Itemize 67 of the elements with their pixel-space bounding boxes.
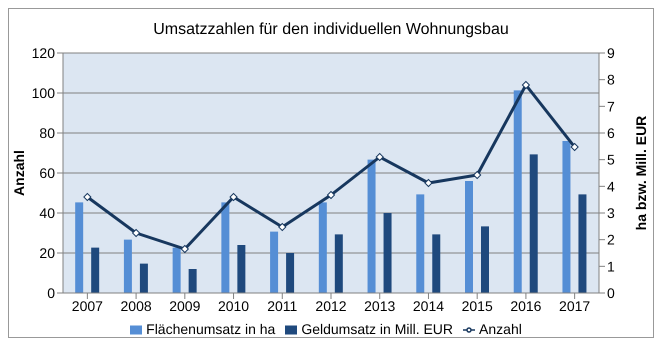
bar: [465, 181, 473, 293]
bar: [172, 248, 181, 293]
y-tick-label: 60: [39, 164, 56, 181]
y-tick-label: 100: [32, 84, 56, 101]
x-tick-label: 2011: [267, 298, 298, 314]
x-tick-label: 2007: [72, 298, 104, 314]
x-tick-label: 2010: [218, 298, 250, 314]
y2-tick-label: 4: [607, 178, 615, 194]
x-tick-label: 2017: [559, 298, 590, 314]
y2-tick-label: 8: [607, 72, 615, 88]
bar: [221, 202, 230, 293]
x-tick-label: 2009: [169, 298, 201, 314]
y-tick-label: 20: [39, 244, 56, 261]
x-tick-label: 2013: [364, 298, 396, 314]
y2-tick-label: 0: [607, 284, 615, 301]
bar: [91, 248, 100, 293]
bar: [530, 154, 538, 293]
y-tick-label: 40: [39, 204, 56, 221]
point: [327, 191, 335, 199]
x-tick-label: 2012: [315, 298, 347, 314]
bar: [514, 90, 522, 293]
x-tick-label: 2014: [412, 298, 444, 314]
y-tick-label: 0: [47, 284, 56, 301]
bar: [318, 202, 327, 293]
y2-tick-label: 1: [607, 258, 615, 274]
point: [473, 171, 482, 179]
point: [522, 81, 530, 89]
y2-axis-title: ha bzw. Mill. EUR: [632, 116, 649, 230]
legend-label: Flächenumsatz in ha: [146, 321, 276, 337]
legend-label: Anzahl: [479, 321, 522, 337]
x-tick-label: 2008: [120, 298, 152, 314]
y-axis-title: Anzahl: [10, 150, 27, 196]
point: [83, 193, 92, 201]
y-tick-label: 120: [32, 44, 56, 61]
chart-title: Umsatzzahlen für den individuellen Wohnungsbau: [153, 21, 509, 38]
y-tick-label: 80: [39, 124, 56, 141]
bar: [481, 226, 489, 293]
y2-tick-label: 9: [607, 44, 615, 61]
bar: [384, 213, 392, 293]
bar: [562, 141, 570, 293]
point: [278, 223, 286, 231]
point: [230, 193, 238, 201]
legend-label: Geldumsatz in Mill. EUR: [301, 321, 454, 337]
x-tick-label: 2016: [510, 298, 542, 314]
bar: [368, 160, 376, 293]
y2-tick-label: 3: [607, 204, 615, 221]
bar: [334, 234, 343, 293]
bar: [578, 194, 586, 293]
y2-tick-label: 6: [607, 124, 615, 141]
bar: [124, 240, 132, 293]
y2-tick-label: 7: [607, 98, 615, 114]
y2-tick-label: 2: [607, 232, 615, 248]
bar: [286, 253, 294, 293]
bar: [416, 194, 424, 293]
point: [570, 143, 579, 151]
bar: [75, 202, 84, 293]
bar: [432, 234, 440, 293]
point: [424, 179, 432, 187]
point: [180, 245, 189, 253]
bar: [270, 232, 278, 293]
bar: [237, 245, 246, 293]
x-tick-label: 2015: [462, 298, 493, 314]
point: [376, 153, 384, 161]
bar: [188, 269, 197, 293]
y2-tick-label: 5: [607, 152, 615, 168]
point: [132, 229, 140, 237]
bar: [140, 264, 148, 293]
